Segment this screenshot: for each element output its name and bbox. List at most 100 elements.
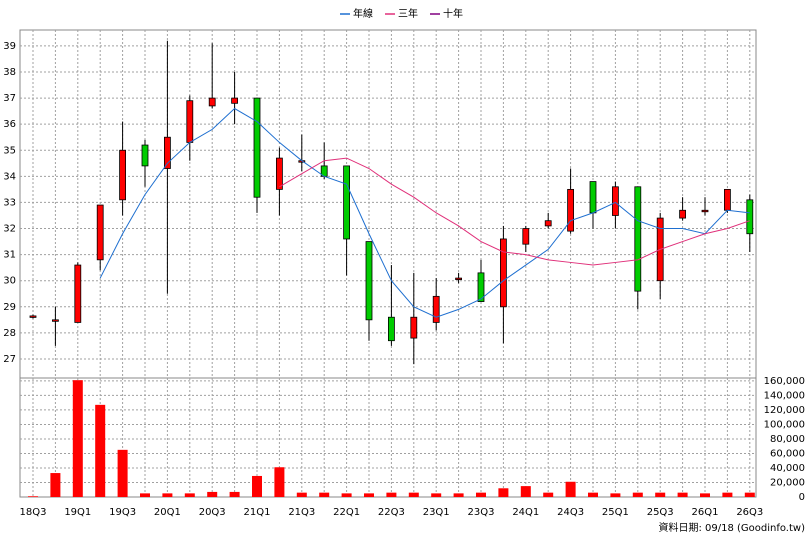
x-tick-label: 24Q3 <box>557 507 584 518</box>
candle-body <box>455 277 463 280</box>
candle-body <box>634 186 642 292</box>
y2-tick-label: 0 <box>799 492 805 503</box>
volume-bar <box>565 481 576 497</box>
volume-bar <box>744 492 755 497</box>
volume-bar <box>140 493 150 497</box>
candle-body <box>477 272 485 302</box>
x-tick-label: 21Q1 <box>244 507 271 518</box>
candle-body <box>701 209 709 213</box>
candle-body <box>410 316 418 339</box>
volume-bar <box>476 492 486 497</box>
plot-frame <box>19 29 757 498</box>
line-series <box>279 157 750 266</box>
y-tick-label: 31 <box>3 250 16 261</box>
candle-body <box>74 264 82 323</box>
candle-body <box>186 100 194 143</box>
y-tick-label: 38 <box>3 67 16 78</box>
x-tick-label: 23Q1 <box>423 507 450 518</box>
x-tick-label: 23Q3 <box>468 507 495 518</box>
volume-bar <box>408 492 419 497</box>
y-tick-label: 33 <box>3 197 16 208</box>
x-tick-label: 19Q1 <box>64 507 91 518</box>
candle-body <box>208 97 216 107</box>
x-tick-label: 20Q3 <box>199 507 226 518</box>
candle-body <box>522 228 530 245</box>
candle-body <box>52 319 59 322</box>
candle-body <box>724 188 731 211</box>
volume-bar <box>117 449 128 497</box>
candle-body <box>253 97 261 198</box>
y2-tick-label: 20,000 <box>770 477 805 488</box>
volume-bar <box>296 492 307 497</box>
candle-body <box>432 295 440 323</box>
legend-label: 年線 <box>353 7 373 20</box>
volume-bar <box>498 488 509 497</box>
volume-bar <box>95 404 106 497</box>
volume-bar <box>229 491 240 497</box>
candle-body <box>746 199 754 235</box>
volume-bar <box>252 475 262 497</box>
y2-tick-label: 80,000 <box>770 434 805 445</box>
volume-bar <box>72 380 83 497</box>
candle-body <box>343 165 351 240</box>
volume-bar <box>386 492 397 497</box>
legend-label: 十年 <box>443 7 463 20</box>
volume-bar <box>162 493 173 497</box>
y-tick-label: 35 <box>3 145 16 156</box>
y-tick-label: 32 <box>3 224 16 235</box>
candle-body <box>567 188 574 232</box>
x-tick-label: 22Q3 <box>378 507 405 518</box>
y2-tick-label: 160,000 <box>764 376 805 387</box>
y-tick-label: 28 <box>3 328 16 339</box>
volume-bar <box>207 491 218 497</box>
x-tick-label: 22Q1 <box>333 507 360 518</box>
y-tick-label: 34 <box>3 171 16 182</box>
volume-bar <box>543 492 554 497</box>
volume-bar <box>341 493 352 497</box>
legend-label: 三年 <box>398 7 418 20</box>
y-tick-label: 37 <box>3 93 16 104</box>
y2-tick-label: 60,000 <box>770 448 805 459</box>
footer: 資料日期: 09/18 (Goodinfo.tw) <box>658 521 805 534</box>
volume-bar <box>431 493 442 497</box>
candle-body <box>29 315 37 318</box>
y-tick-label: 30 <box>3 276 16 287</box>
y2-tick-label: 40,000 <box>770 463 805 474</box>
candle-body <box>589 181 597 214</box>
volume-bar <box>588 492 598 497</box>
candle-body <box>275 157 283 190</box>
y-tick-label: 27 <box>3 354 16 365</box>
x-tick-label: 19Q3 <box>109 507 136 518</box>
candle-body <box>231 97 239 104</box>
y2-tick-label: 120,000 <box>764 405 805 416</box>
candle-body <box>119 149 126 201</box>
volume-bar <box>453 493 464 497</box>
y2-tick-label: 140,000 <box>764 390 805 401</box>
volume-bar <box>677 492 688 497</box>
y2-tick-label: 100,000 <box>764 419 805 430</box>
volume-bar <box>520 486 531 497</box>
x-tick-label: 20Q1 <box>154 507 181 518</box>
line-series <box>99 107 750 318</box>
volume-bar <box>274 467 285 497</box>
volume-bar <box>50 473 61 497</box>
candle-body <box>96 204 104 261</box>
volume-bar <box>184 493 195 497</box>
y-tick-label: 39 <box>3 41 16 52</box>
candle-body <box>544 220 552 227</box>
x-tick-label: 25Q1 <box>602 507 629 518</box>
volume-bar <box>722 492 733 497</box>
volume-bar <box>655 492 666 497</box>
volume-bar <box>610 493 621 497</box>
volume-bar <box>364 493 374 497</box>
candle-body <box>365 241 373 321</box>
x-tick-label: 24Q1 <box>512 507 539 518</box>
y-tick-label: 36 <box>3 119 16 130</box>
volume-bar <box>700 493 710 497</box>
candle-body <box>141 144 149 167</box>
volume-bar <box>28 496 38 497</box>
y-tick-label: 29 <box>3 302 16 313</box>
candle-body <box>163 136 171 169</box>
